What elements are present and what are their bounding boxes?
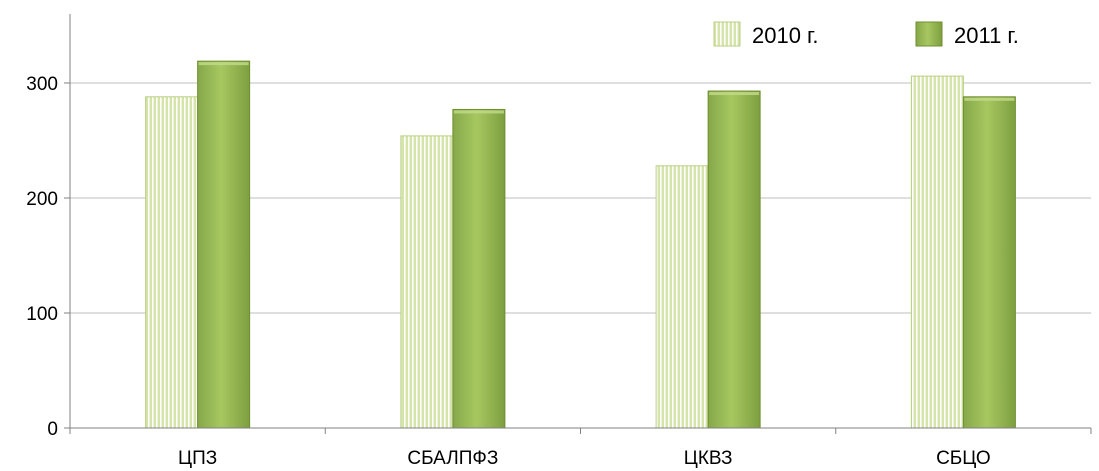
bar-highlight — [453, 110, 504, 114]
bar-highlight — [964, 97, 1015, 101]
bars — [145, 60, 1016, 429]
bar-2011-2 — [707, 90, 761, 429]
bar-2011-3 — [962, 96, 1016, 429]
bar-2011-0 — [197, 60, 251, 429]
y-tick-label: 200 — [26, 189, 58, 210]
x-tick-labels: ЦПЗ СБАЛПФЗ ЦКВЗ СБЦО — [178, 448, 991, 469]
legend-swatch-2011 — [915, 21, 943, 47]
bar-2010-0 — [145, 96, 199, 429]
legend-swatch-2010 — [713, 21, 741, 47]
legend-label-2010: 2010 г. — [752, 23, 819, 48]
bar-2010-2 — [655, 165, 709, 429]
axes — [64, 14, 1092, 434]
legend: 2010 г. 2011 г. — [713, 21, 1019, 48]
y-tick-label: 100 — [26, 304, 58, 325]
x-tick-label: ЦПЗ — [178, 448, 217, 469]
y-tick-label: 0 — [47, 419, 58, 440]
x-tick-label: ЦКВЗ — [684, 448, 733, 469]
bar-2011-1 — [452, 108, 506, 429]
bar-2010-1 — [400, 135, 454, 429]
x-tick-label: СБЦО — [936, 448, 991, 469]
bar-highlight — [198, 62, 249, 66]
legend-label-2011: 2011 г. — [954, 23, 1019, 48]
y-tick-labels: 0 100 200 300 — [26, 74, 58, 440]
x-tick-label: СБАЛПФЗ — [407, 448, 498, 469]
bar-highlight — [709, 92, 760, 96]
bar-2010-3 — [910, 75, 964, 429]
y-tick-label: 300 — [26, 74, 58, 95]
